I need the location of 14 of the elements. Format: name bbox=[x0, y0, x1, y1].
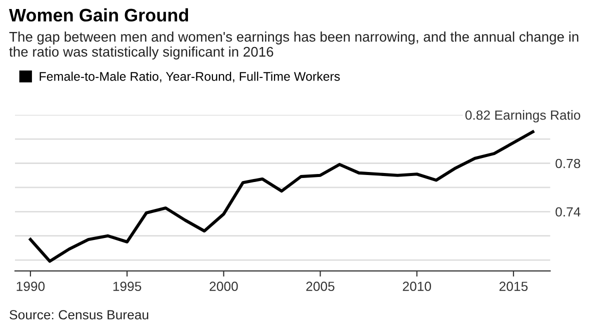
legend-label: Female-to-Male Ratio, Year-Round, Full-Time Workers bbox=[40, 72, 340, 82]
source-note: Source: Census Bureau bbox=[10, 310, 148, 320]
y-tick-label: 0.74 bbox=[556, 207, 580, 217]
x-tick-label: 1990 bbox=[16, 282, 45, 292]
x-tick-label: 1995 bbox=[113, 282, 142, 292]
x-tick-label: 2000 bbox=[210, 282, 238, 292]
x-tick-label: 2005 bbox=[306, 282, 334, 292]
line-series bbox=[28, 130, 534, 263]
x-tick-label: 2015 bbox=[499, 282, 528, 292]
chart-title: Women Gain Ground bbox=[9, 8, 188, 22]
y-tick-label: 0.82 Earnings Ratio bbox=[465, 110, 580, 122]
x-tick-label: 2010 bbox=[402, 282, 432, 292]
chart-subtitle: The gap between men and women's earnings has been narrowing, and the annual change in the ratio was statistically significant in 2016 bbox=[9, 32, 578, 60]
y-tick-label: 0.78 bbox=[556, 158, 580, 168]
